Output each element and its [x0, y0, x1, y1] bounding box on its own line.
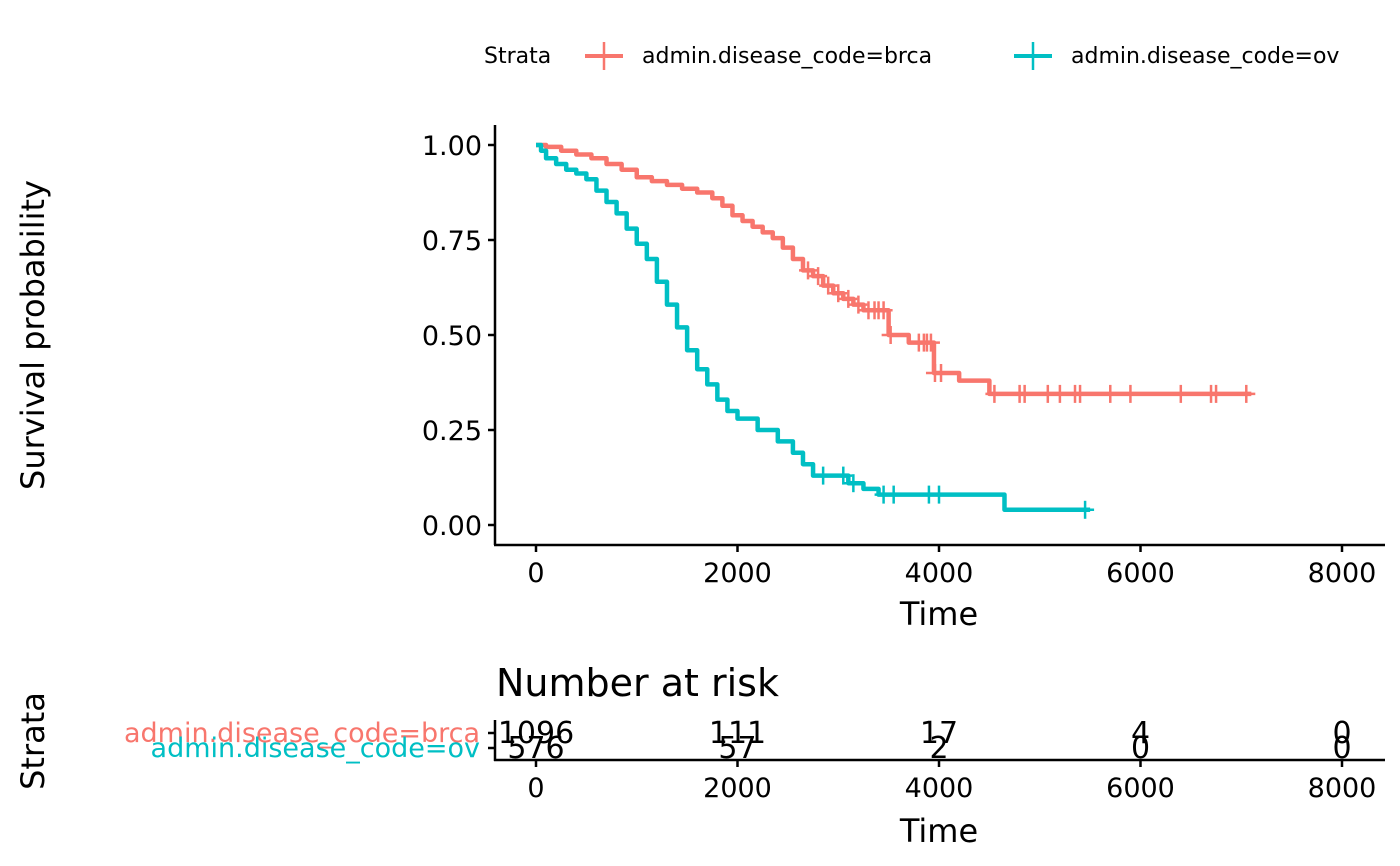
censor-mark	[1207, 384, 1226, 403]
risk-x-tick-label: 2000	[703, 773, 772, 804]
legend-label-brca: admin.disease_code=brca	[642, 44, 932, 69]
risk-count: 17	[920, 716, 958, 751]
risk-x-tick-label: 8000	[1308, 773, 1377, 804]
censor-mark	[1171, 384, 1190, 403]
risk-table: Number at risk Strata admin.disease_code…	[14, 661, 1385, 850]
censor-mark	[844, 474, 863, 493]
censor-mark	[1101, 384, 1120, 403]
x-tick-label: 2000	[703, 558, 772, 589]
censor-mark	[814, 466, 833, 485]
censor-mark	[1076, 500, 1095, 519]
censor-mark	[1050, 384, 1069, 403]
risk-table-y-title: Strata	[14, 692, 52, 790]
censor-mark	[932, 364, 951, 382]
y-tick-label: 0.75	[422, 226, 482, 257]
censor-mark	[1071, 384, 1090, 403]
survival-curve-ov	[536, 142, 1091, 513]
y-tick-label: 0.50	[422, 321, 482, 352]
risk-x-tick-label: 0	[527, 773, 544, 804]
risk-x-axis-title: Time	[899, 812, 978, 850]
legend: Strata admin.disease_code=brca admin.dis…	[484, 42, 1339, 70]
risk-table-title: Number at risk	[496, 661, 779, 705]
risk-x-axis-ticks: 0 2000 4000 6000 8000	[527, 760, 1376, 804]
risk-x-tick-label: 4000	[905, 773, 974, 804]
censor-mark	[799, 261, 818, 280]
censor-mark	[985, 384, 1004, 403]
risk-count: 0	[1332, 716, 1351, 751]
y-axis-title: Survival probability	[14, 180, 52, 490]
y-tick-label: 0.00	[422, 511, 482, 542]
risk-count: 111	[709, 716, 766, 751]
survival-curves	[536, 142, 1252, 513]
y-tick-label: 1.00	[422, 131, 482, 162]
censor-mark	[829, 284, 848, 303]
risk-row-label-ov: admin.disease_code=ov	[151, 733, 480, 764]
risk-count: 0	[1131, 731, 1150, 766]
censor-mark	[819, 276, 838, 295]
survival-curve-brca	[536, 142, 1252, 397]
risk-count: 0	[1332, 731, 1351, 766]
legend-key-ov	[1014, 42, 1052, 70]
censor-mark	[1121, 384, 1140, 403]
censor-mark	[849, 295, 868, 314]
censor-mark	[881, 326, 900, 344]
censor-mark	[1237, 384, 1256, 403]
y-tick-label: 0.25	[422, 416, 482, 447]
censor-mark	[839, 289, 858, 308]
risk-x-tick-label: 6000	[1106, 773, 1175, 804]
survival-plot: 0.00 0.25 0.50 0.75 1.00 0 2000 4000 6000 8000 T…	[14, 125, 1385, 633]
censor-mark	[1015, 384, 1034, 403]
x-tick-label: 0	[527, 558, 544, 589]
censor-mark	[809, 267, 828, 286]
y-axis-ticks: 0.00 0.25 0.50 0.75 1.00	[422, 131, 495, 542]
x-axis-ticks: 0 2000 4000 6000 8000	[527, 545, 1376, 589]
censor-mark	[930, 485, 948, 504]
x-tick-label: 6000	[1106, 558, 1175, 589]
risk-count: 4	[1131, 716, 1150, 751]
censor-mark	[834, 466, 853, 485]
censor-mark	[884, 485, 903, 504]
legend-title: Strata	[484, 44, 551, 69]
risk-count: 1096	[498, 716, 574, 751]
x-tick-label: 4000	[905, 558, 974, 589]
risk-count: 2	[929, 731, 948, 766]
censor-marks	[799, 261, 1256, 519]
x-axis-title: Time	[899, 595, 978, 633]
risk-table-rows: admin.disease_code=brca 1096 111 17 4 0admin.…	[124, 716, 1352, 766]
x-tick-label: 8000	[1308, 558, 1377, 589]
legend-label-ov: admin.disease_code=ov	[1071, 44, 1339, 69]
censor-mark	[874, 301, 893, 320]
legend-key-brca	[585, 42, 623, 70]
censor-mark	[921, 333, 940, 352]
risk-row-label-brca: admin.disease_code=brca	[124, 718, 480, 749]
